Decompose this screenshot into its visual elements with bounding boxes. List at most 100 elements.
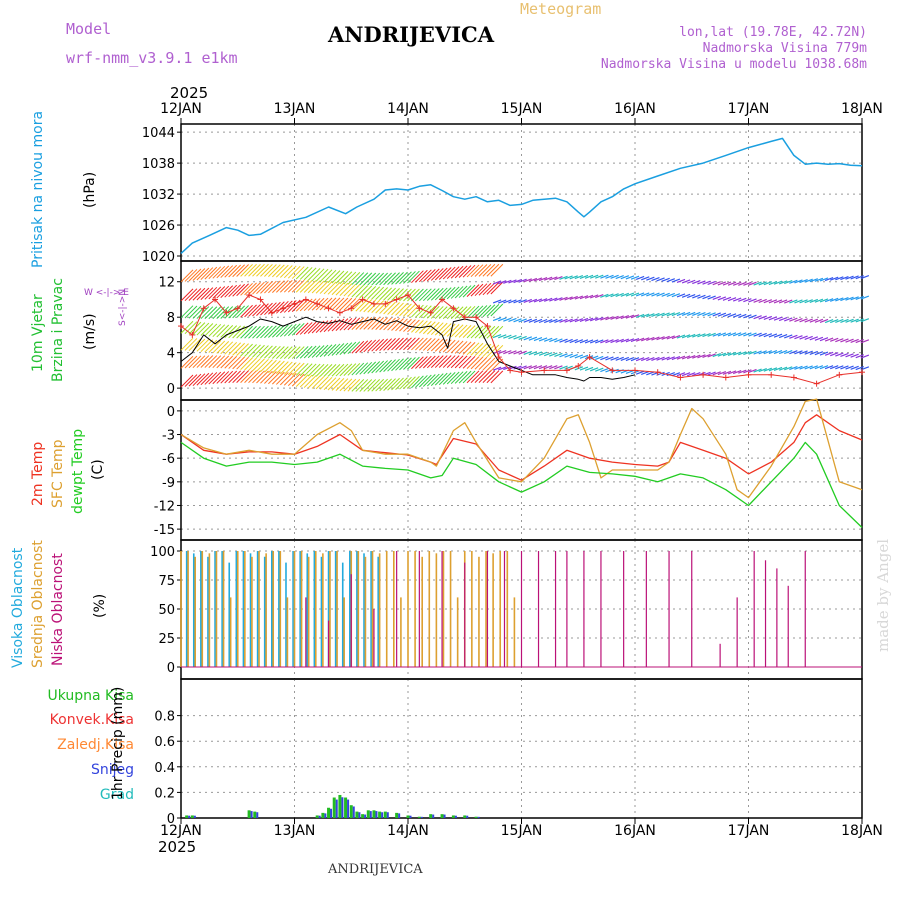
wind-barb: [564, 296, 573, 301]
wind-barb: [784, 299, 793, 304]
wind-barb: [264, 302, 277, 316]
precip-bar: [332, 797, 336, 818]
wind-barb: [307, 280, 321, 294]
wind-barb: [554, 276, 563, 281]
footer-title: ANDRIJEVICA: [328, 862, 423, 877]
wind-barb: [260, 325, 273, 339]
wind-barb: [248, 358, 261, 371]
wind-barb: [403, 376, 416, 390]
wind-barb: [850, 338, 859, 343]
wind-barb: [513, 365, 522, 370]
wind-barb: [438, 267, 452, 280]
wind-barb: [232, 283, 245, 297]
wind-barb: [295, 322, 309, 336]
wind-barb: [303, 363, 317, 377]
wind-barb: [799, 350, 808, 355]
wind-barb: [763, 315, 773, 320]
cloud-bars: [180, 551, 806, 667]
wind-barb: [508, 279, 517, 284]
wind-barb: [855, 339, 864, 344]
wind-barb: [681, 355, 691, 360]
wind-barb: [702, 312, 711, 317]
wind-barb: [486, 263, 500, 277]
wind-barb: [712, 295, 721, 301]
wind-barb: [279, 346, 293, 360]
wind-barb: [466, 284, 480, 297]
wind-barb: [804, 299, 813, 304]
wind-barb: [403, 337, 416, 351]
wind-barb: [513, 279, 522, 284]
precip-bar: [463, 815, 467, 818]
wind-barb: [794, 335, 803, 340]
wind-barb: [184, 269, 198, 282]
wind-barb: [789, 334, 798, 339]
wind-barb: [804, 278, 813, 283]
wind-barb: [789, 279, 798, 284]
wind-barb: [315, 280, 329, 294]
wind-barb: [574, 318, 584, 323]
wind-barb: [646, 336, 655, 342]
wind-barb: [232, 342, 245, 356]
wind-barb: [824, 318, 834, 324]
wind-barb: [508, 299, 517, 304]
wind-barb: [244, 357, 257, 371]
wind-barb: [434, 306, 448, 319]
wind-barb: [508, 317, 517, 323]
wind-barb: [379, 287, 392, 301]
wind-barb: [458, 306, 472, 319]
wind-barb: [367, 272, 381, 286]
wind-barb: [732, 281, 742, 286]
wind-barb: [707, 312, 716, 317]
wind-barb: [482, 304, 496, 318]
wind-compass-we: W <-|-> E: [84, 288, 129, 298]
wind-barb: [508, 335, 517, 340]
wind-barb: [454, 306, 468, 319]
wind-barb: [707, 295, 716, 300]
precip-bar: [327, 807, 331, 818]
wind-barb: [315, 376, 329, 390]
wind-barb: [671, 293, 681, 298]
wind-barb: [610, 315, 619, 320]
wind-barb: [503, 279, 512, 284]
wind-barb: [559, 338, 568, 343]
wind-barb: [411, 304, 424, 318]
wind-barb: [635, 313, 645, 318]
wind-barb: [840, 318, 849, 323]
wind-barb: [299, 280, 313, 293]
x-tick-label-bottom: 12JAN: [160, 823, 202, 839]
wind-barb: [738, 313, 747, 319]
wind-barb: [641, 337, 650, 342]
wind-barb: [442, 339, 456, 353]
page-title: ANDRIJEVICA: [328, 22, 495, 47]
legend-snow: Snijeg: [90, 762, 134, 778]
elevation-label: Nadmorska Visina 779m: [702, 41, 867, 56]
wind-barb: [809, 350, 819, 355]
wind-barb: [339, 271, 353, 285]
wind-barb: [188, 355, 202, 369]
wind-barb: [387, 377, 400, 391]
wind-barb: [470, 305, 484, 319]
wind-barb: [840, 338, 849, 343]
wind-barb: [470, 283, 484, 297]
wind-barb: [430, 322, 444, 336]
wind-barb: [794, 279, 803, 284]
wind-barb: [244, 282, 257, 296]
wind-barb: [446, 371, 460, 385]
wind-barb: [753, 281, 762, 286]
wind-barb: [256, 358, 269, 372]
wind-barb: [692, 333, 701, 338]
precip-bar-snow: [250, 811, 253, 818]
wind-barb: [789, 299, 798, 304]
y-tick-label: -9: [162, 476, 175, 491]
wind-barb: [399, 303, 412, 317]
wind-barb: [430, 306, 444, 319]
wind-barb: [359, 339, 373, 353]
wind-barb: [299, 322, 313, 335]
wind-barb: [403, 271, 416, 284]
wind-barb: [840, 297, 849, 302]
wind-barb: [478, 304, 492, 318]
wind-barb: [192, 373, 206, 387]
wind-barb: [458, 370, 472, 384]
wind-barb: [367, 339, 381, 352]
wind-barb: [666, 335, 675, 340]
